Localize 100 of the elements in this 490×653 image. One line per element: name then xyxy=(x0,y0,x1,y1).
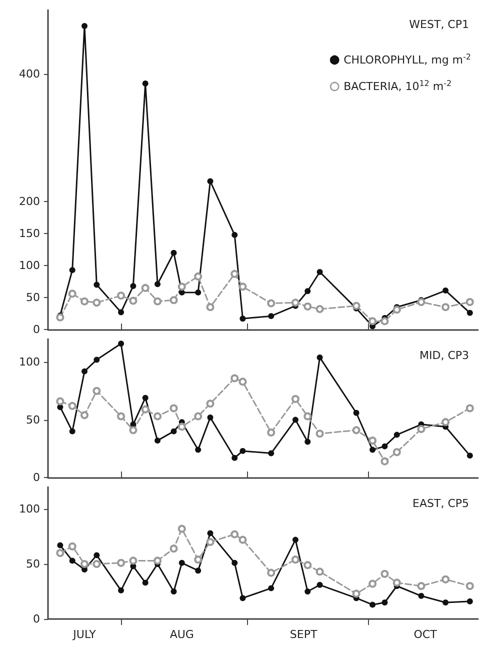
point xyxy=(442,303,450,312)
point xyxy=(68,290,76,298)
point xyxy=(154,556,162,565)
point xyxy=(368,580,377,588)
y-tick-label: 100 xyxy=(19,356,40,369)
point xyxy=(57,542,64,548)
point xyxy=(392,448,401,456)
point xyxy=(368,436,377,445)
x-tick-label: SEPT xyxy=(290,628,318,641)
point xyxy=(352,302,360,310)
point xyxy=(92,560,101,568)
point xyxy=(178,282,186,291)
point xyxy=(170,250,177,256)
y-tick-label: 100 xyxy=(19,259,40,272)
point xyxy=(118,587,124,594)
point xyxy=(117,558,126,567)
text: WEST, CP1 xyxy=(409,18,470,31)
point xyxy=(292,536,298,543)
point xyxy=(178,422,186,431)
point xyxy=(304,438,311,445)
point xyxy=(154,297,162,306)
point xyxy=(92,298,101,307)
point xyxy=(268,313,274,320)
point xyxy=(141,284,150,292)
point xyxy=(304,412,312,420)
point xyxy=(316,568,324,576)
point xyxy=(142,580,148,586)
point xyxy=(178,524,186,533)
point xyxy=(68,542,76,550)
point xyxy=(267,568,276,577)
point xyxy=(195,446,202,453)
point xyxy=(80,411,89,420)
point xyxy=(129,426,138,434)
point xyxy=(238,378,247,386)
y-tick-label: 0 xyxy=(33,471,40,484)
point xyxy=(240,448,246,454)
point xyxy=(56,313,64,322)
point xyxy=(417,298,426,306)
y-tick-label: 200 xyxy=(19,195,40,208)
point xyxy=(392,306,401,314)
point xyxy=(82,22,88,29)
point xyxy=(69,558,76,564)
point xyxy=(268,450,274,456)
point xyxy=(154,412,162,420)
point xyxy=(94,552,100,558)
point xyxy=(170,404,178,412)
point xyxy=(232,454,238,461)
point xyxy=(170,428,177,434)
point xyxy=(240,316,246,322)
point xyxy=(230,270,239,278)
point xyxy=(442,575,450,584)
point xyxy=(154,438,161,444)
point xyxy=(370,602,376,608)
point xyxy=(466,452,473,459)
text: MID, CP3 xyxy=(419,349,470,362)
point xyxy=(442,288,449,294)
point xyxy=(170,296,178,304)
point xyxy=(56,397,64,406)
point xyxy=(194,556,202,564)
point xyxy=(94,282,100,288)
point xyxy=(129,556,138,565)
point xyxy=(129,296,138,305)
point xyxy=(382,600,388,606)
point xyxy=(418,592,424,599)
point xyxy=(304,302,312,310)
y-tick-label: 100 xyxy=(19,502,40,516)
point xyxy=(69,267,76,274)
y-tick-label: 50 xyxy=(26,291,40,304)
x-tick-label: AUG xyxy=(170,628,194,641)
point xyxy=(238,536,247,544)
point xyxy=(352,590,360,598)
point xyxy=(194,272,202,280)
point xyxy=(117,412,126,420)
point xyxy=(141,405,150,414)
point xyxy=(230,530,239,538)
point xyxy=(291,395,300,404)
point xyxy=(194,412,202,420)
point xyxy=(195,568,202,574)
point xyxy=(370,446,376,453)
point xyxy=(80,297,89,306)
point xyxy=(304,588,311,594)
point xyxy=(238,282,247,291)
point xyxy=(80,560,89,568)
point xyxy=(178,560,185,566)
point xyxy=(118,309,124,316)
point xyxy=(292,416,298,423)
point xyxy=(394,432,400,438)
point xyxy=(316,268,323,275)
y-tick-label: 0 xyxy=(33,612,40,626)
point xyxy=(304,288,311,294)
point xyxy=(442,418,450,426)
point xyxy=(316,305,324,314)
y-tick-label: 50 xyxy=(26,558,40,570)
point xyxy=(240,595,246,602)
point xyxy=(230,374,239,382)
point xyxy=(207,530,214,536)
point xyxy=(142,394,148,401)
point xyxy=(118,340,124,347)
point xyxy=(304,561,312,570)
x-tick-label: OCT xyxy=(414,628,438,641)
